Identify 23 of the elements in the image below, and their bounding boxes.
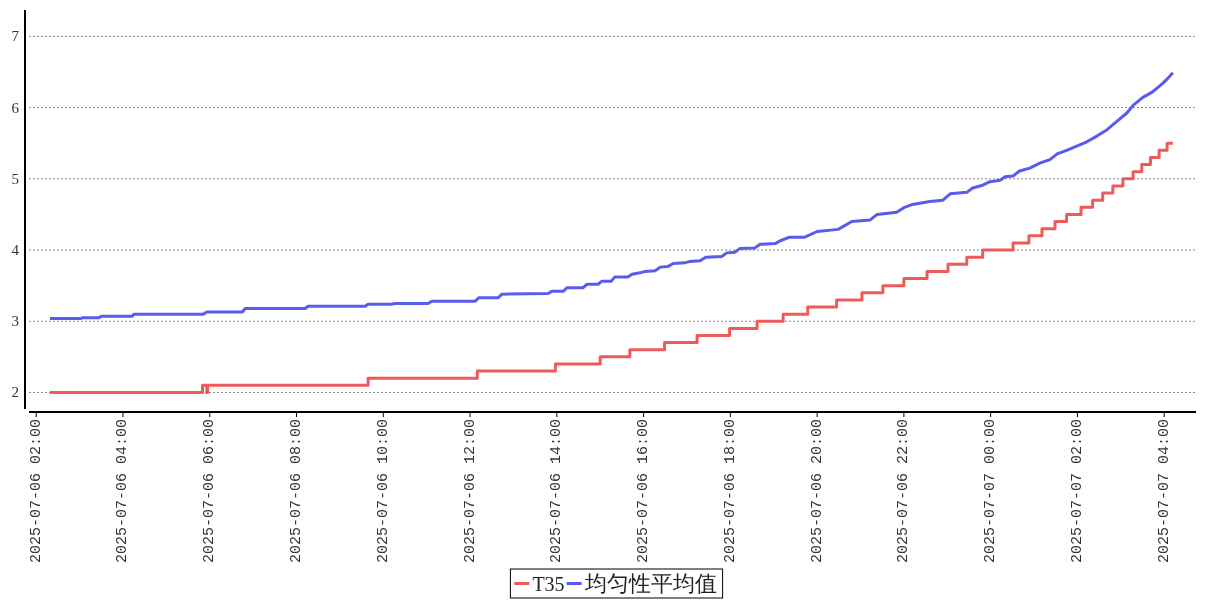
x-tick-label: 2025-07-06 12:00 xyxy=(461,419,479,564)
y-tick-label: 4 xyxy=(11,242,20,259)
x-tick-label: 2025-07-06 22:00 xyxy=(895,419,913,564)
x-tick-label: 2025-07-06 02:00 xyxy=(27,419,45,564)
x-tick-label: 2025-07-06 18:00 xyxy=(721,419,739,564)
y-tick-label: 5 xyxy=(11,170,19,187)
y-tick-label: 7 xyxy=(11,28,20,45)
x-tick-label: 2025-07-07 02:00 xyxy=(1068,419,1086,564)
x-tick-label: 2025-07-06 08:00 xyxy=(288,419,306,564)
x-tick-label: 2025-07-06 14:00 xyxy=(548,419,566,564)
legend-label: 均匀性平均值 xyxy=(583,571,717,596)
x-tick-label: 2025-07-06 10:00 xyxy=(374,419,392,564)
line-series xyxy=(48,71,1175,320)
y-tick-label: 3 xyxy=(11,313,19,330)
x-tick-label: 2025-07-07 04:00 xyxy=(1155,419,1173,564)
y-tick-label: 2 xyxy=(11,384,19,401)
x-tick-label: 2025-07-06 16:00 xyxy=(635,419,653,564)
y-tick-label: 6 xyxy=(11,99,20,116)
x-tick-label: 2025-07-06 04:00 xyxy=(114,419,132,564)
legend-label: T35 xyxy=(532,572,565,595)
x-tick-label: 2025-07-06 06:00 xyxy=(201,419,219,564)
x-tick-label: 2025-07-07 00:00 xyxy=(982,419,1000,564)
x-tick-label: 2025-07-06 20:00 xyxy=(808,419,826,564)
